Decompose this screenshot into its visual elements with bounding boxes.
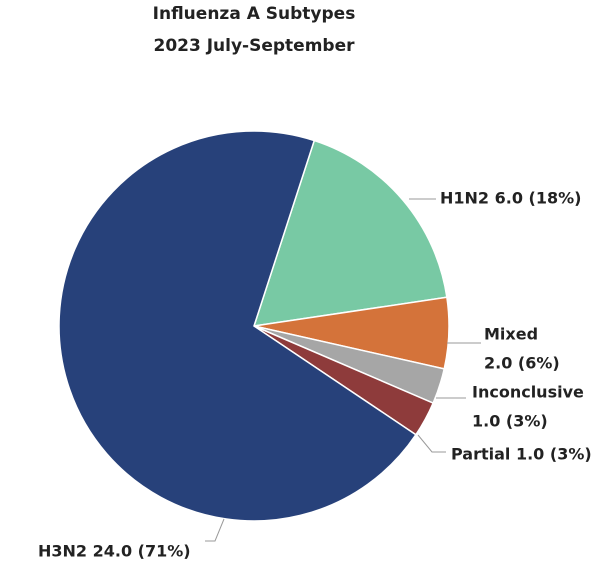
data-label-partial: Partial 1.0 (3%) [451,445,592,464]
data-label-h1n2: H1N2 6.0 (18%) [440,189,581,208]
pie-slice-h1n2 [252,139,448,327]
leader-line-partial [417,434,446,453]
chart-title-line-1: Influenza A Subtypes [153,4,356,24]
data-label-inconclusive-line-2: 1.0 (3%) [472,412,548,431]
slice-labels: H1N2 6.0 (18%) Mixed 2.0 (6%) Inconclusive 1… [38,189,592,561]
chart-title-line-2: 2023 July-September [153,36,355,56]
pie-slices [58,130,450,522]
data-label-h3n2: H3N2 24.0 (71%) [38,542,191,561]
pie-slice-h3n2 [58,130,417,522]
leader-lines [205,198,481,542]
data-label-mixed-line-1: Mixed [484,325,538,344]
data-label-mixed-line-2: 2.0 (6%) [484,354,560,373]
leader-line-h3n2 [205,518,225,542]
data-label-inconclusive-line-1: Inconclusive [472,383,584,402]
